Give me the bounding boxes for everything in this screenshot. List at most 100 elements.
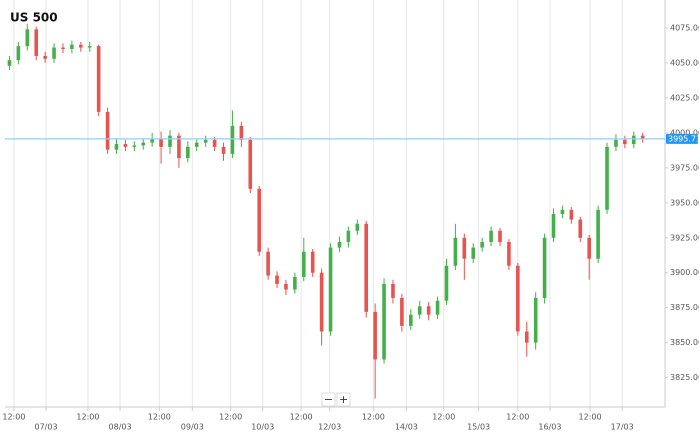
candle-body	[364, 223, 369, 312]
candle-body	[587, 237, 591, 259]
candle-body	[293, 276, 297, 290]
candle-body	[230, 125, 235, 154]
candle-body	[221, 146, 226, 154]
candle-body	[7, 60, 12, 66]
candle-body	[462, 237, 467, 259]
y-tick-label: 4050.00	[670, 58, 699, 67]
x-tick-label: 17/03	[611, 423, 634, 432]
candle-body	[391, 283, 395, 298]
candle-body	[417, 306, 422, 315]
candle-body	[560, 209, 565, 214]
candle-body	[480, 241, 484, 248]
candle-body	[168, 135, 172, 147]
candle-body	[43, 55, 47, 59]
candle-body	[301, 251, 306, 277]
x-tick-label: 08/03	[109, 423, 132, 432]
x-tick-label: 12:00	[148, 413, 171, 422]
candle-body	[203, 139, 208, 143]
candle-body	[25, 29, 30, 47]
candle-body	[533, 297, 538, 343]
candle-body	[34, 29, 39, 56]
x-tick-label: 12:00	[362, 413, 385, 422]
candle-body	[435, 300, 440, 315]
candle-body	[337, 241, 342, 248]
y-tick-label: 3875.00	[670, 303, 699, 312]
current-price-label: 3995.73	[668, 134, 699, 143]
x-tick-label: 10/03	[251, 423, 274, 432]
candle-body	[623, 139, 627, 145]
candle-body	[346, 230, 351, 242]
candle-body	[569, 209, 574, 220]
candle-body	[640, 135, 645, 139]
candle-body	[96, 46, 101, 112]
candle-body	[319, 272, 324, 332]
x-tick-label: 09/03	[181, 423, 204, 432]
candle-body	[614, 139, 618, 147]
candle-body	[444, 265, 449, 301]
zoom-out-button[interactable]	[321, 392, 336, 407]
y-tick-label: 3825.00	[670, 373, 699, 382]
x-tick-label: 12:00	[432, 413, 455, 422]
candle-body	[551, 213, 556, 238]
candle-body	[453, 237, 458, 266]
candle-body	[471, 247, 476, 259]
candle-body	[596, 209, 600, 259]
x-tick-label: 12:00	[219, 413, 242, 422]
candle-body	[248, 139, 253, 189]
y-tick-label: 3900.00	[670, 268, 699, 277]
y-tick-label: 3850.00	[670, 338, 699, 347]
chart-title: US 500	[10, 11, 58, 25]
candle-body	[105, 111, 110, 150]
candle-body	[212, 139, 217, 147]
candle-body	[257, 188, 261, 252]
candle-body	[524, 331, 529, 343]
candle-body	[194, 142, 199, 147]
candle-body	[373, 311, 377, 360]
candle-body	[61, 47, 65, 49]
candle-body	[507, 241, 511, 266]
x-tick-label: 12:00	[290, 413, 313, 422]
x-tick-label: 12:00	[2, 413, 25, 422]
y-tick-label: 3950.00	[670, 198, 699, 207]
candle-body	[87, 46, 92, 48]
candle-body	[70, 44, 74, 49]
candle-body	[114, 144, 119, 150]
candle-body	[310, 251, 315, 273]
x-tick-label: 12:00	[76, 413, 99, 422]
zoom-in-button[interactable]	[336, 392, 351, 407]
x-tick-label: 16/03	[538, 423, 561, 432]
candle-body	[132, 145, 137, 147]
candle-body	[177, 135, 181, 159]
candle-body	[16, 46, 21, 61]
candle-body	[150, 138, 154, 143]
x-tick-label: 15/03	[467, 423, 490, 432]
candle-body	[328, 247, 333, 332]
y-tick-label: 3975.00	[670, 163, 699, 172]
candle-body	[239, 125, 244, 140]
candle-body	[426, 306, 431, 315]
x-tick-label: 12/03	[318, 423, 341, 432]
zoom-out-label[interactable]: −	[324, 393, 333, 406]
zoom-in-label[interactable]: +	[339, 393, 348, 406]
candle-body	[284, 283, 288, 290]
candle-body	[79, 44, 83, 48]
y-tick-label: 3925.00	[670, 233, 699, 242]
x-tick-label: 12:00	[579, 413, 602, 422]
candle-body	[123, 144, 128, 147]
candle-body	[578, 219, 583, 238]
candle-body	[186, 146, 190, 159]
x-tick-label: 12:00	[506, 413, 529, 422]
candle-body	[52, 47, 56, 59]
candle-body	[355, 223, 360, 231]
y-tick-label: 4075.00	[670, 23, 699, 32]
candle-body	[141, 142, 146, 146]
x-tick-label: 07/03	[34, 423, 57, 432]
candle-body	[275, 275, 279, 284]
candle-body	[382, 283, 386, 360]
candle-body	[631, 135, 636, 145]
candle-body	[266, 251, 270, 276]
candle-body	[542, 237, 547, 298]
y-tick-label: 4025.00	[670, 93, 699, 102]
candle-body	[400, 297, 404, 326]
